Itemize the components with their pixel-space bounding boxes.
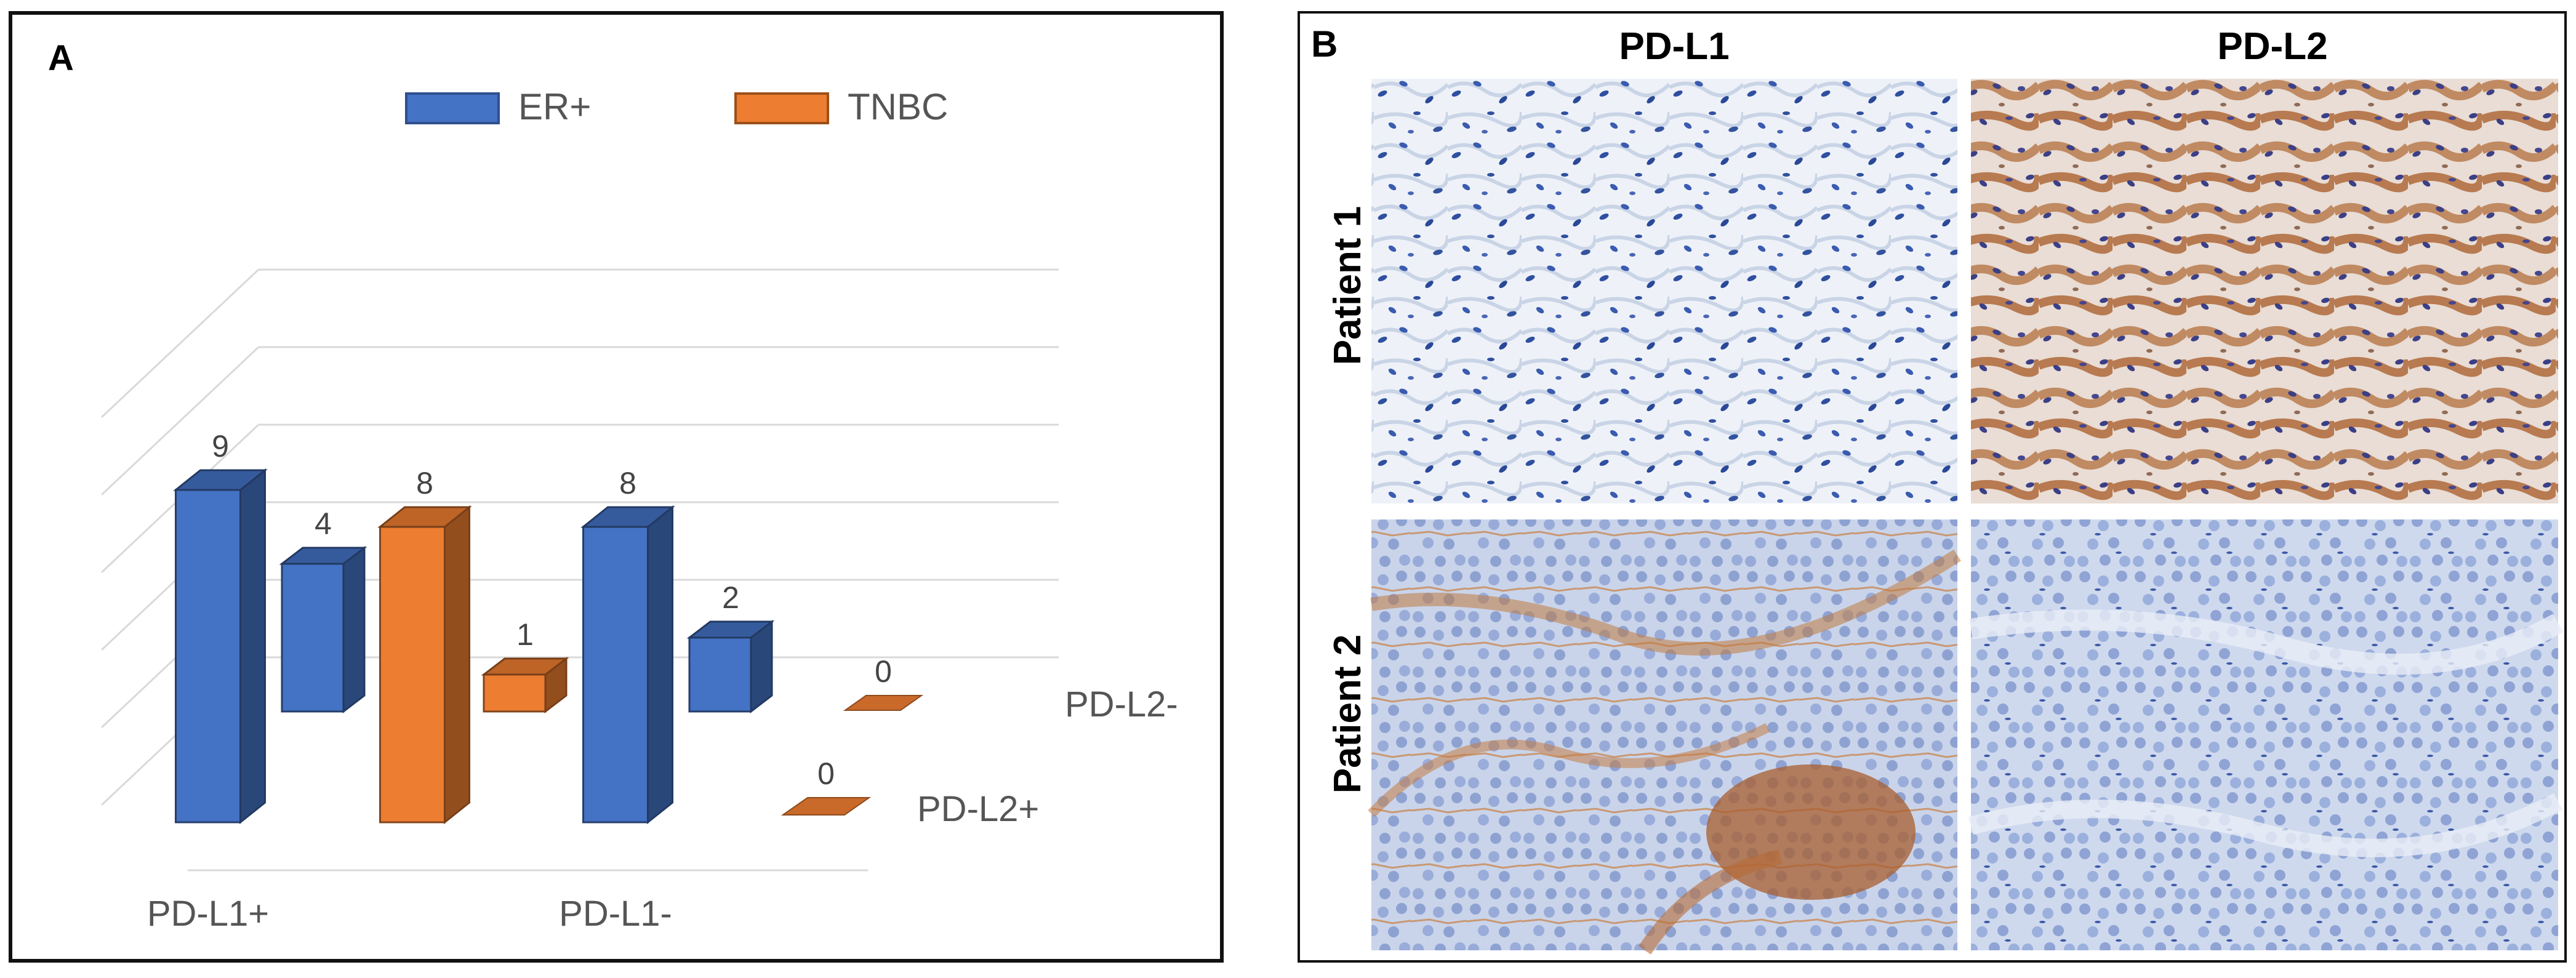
bar-tnbc-pd-l1+-pd-l2+ bbox=[377, 505, 472, 825]
data-label-bar-tnbc-pd-l1--pd-l2-: 0 bbox=[875, 654, 892, 689]
legend-label-tnbc: TNBC bbox=[848, 86, 948, 127]
bar-tnbc-pd-l1+-pd-l2- bbox=[481, 656, 569, 714]
data-label-bar-tnbc-pd-l1+-pd-l2+: 8 bbox=[416, 466, 433, 500]
bar-er-pd-l1+-pd-l2- bbox=[279, 545, 367, 714]
micrograph-grid: B PD-L1 PD-L2 Patient 1 Patient 2 bbox=[1311, 23, 2564, 955]
depth-label-pdl2-pos: PD-L2+ bbox=[917, 789, 1039, 829]
row-label-patient-1: Patient 1 bbox=[1326, 206, 1369, 365]
micrograph-patient2-pdl2 bbox=[1968, 519, 2564, 950]
x-label-pdl1-neg: PD-L1- bbox=[559, 894, 672, 934]
bar-er-pd-l1--pd-l2- bbox=[686, 619, 775, 714]
data-labels: 4 1 2 0 9 8 8 0 bbox=[212, 429, 892, 791]
bar-tnbc-pd-l1--pd-l2- bbox=[843, 695, 924, 711]
depth-label-pdl2-neg: PD-L2- bbox=[1065, 684, 1178, 724]
data-label-bar-er-pd-l1+-pd-l2+: 9 bbox=[212, 429, 229, 463]
panel-b: B PD-L1 PD-L2 Patient 1 Patient 2 bbox=[1298, 11, 2567, 963]
micrograph-patient2-pdl1 bbox=[1368, 519, 1961, 955]
bar-tnbc-pd-l1--pd-l2+ bbox=[780, 797, 872, 816]
chart-a: A ER+ TNBC 4 1 2 0 9 8 8 0 PD-L1+ PD-L1- PD-L2+… bbox=[48, 38, 1178, 934]
bar-er-pd-l1--pd-l2+ bbox=[580, 505, 675, 825]
legend-swatch-tnbc bbox=[734, 92, 829, 124]
panel-b-label: B bbox=[1311, 23, 1338, 65]
panel-a: A ER+ TNBC 4 1 2 0 9 8 8 0 PD-L1+ PD-L1- PD-L2+… bbox=[9, 11, 1224, 963]
gridline-side bbox=[100, 346, 260, 496]
bar-er-pd-l1+-pd-l2+ bbox=[173, 468, 268, 825]
data-label-bar-tnbc-pd-l1+-pd-l2-: 1 bbox=[516, 617, 534, 652]
bars bbox=[173, 468, 924, 825]
data-label-bar-er-pd-l1+-pd-l2-: 4 bbox=[315, 507, 332, 541]
data-label-bar-tnbc-pd-l1--pd-l2+: 0 bbox=[817, 756, 835, 791]
column-label-pdl1: PD-L1 bbox=[1619, 25, 1729, 68]
legend-swatch-er bbox=[405, 92, 500, 124]
data-label-bar-er-pd-l1--pd-l2-: 2 bbox=[722, 580, 739, 615]
micrograph-patient1-pdl2 bbox=[1971, 79, 2558, 503]
legend-label-er: ER+ bbox=[518, 86, 591, 127]
row-label-patient-2: Patient 2 bbox=[1326, 635, 1369, 793]
micrograph-patient1-pdl1 bbox=[1371, 79, 1957, 503]
x-label-pdl1-pos: PD-L1+ bbox=[147, 894, 269, 934]
gridline-side bbox=[100, 268, 260, 419]
column-label-pdl2: PD-L2 bbox=[2217, 25, 2327, 68]
panel-a-label: A bbox=[48, 38, 74, 78]
data-label-bar-er-pd-l1--pd-l2+: 8 bbox=[619, 466, 636, 500]
legend: ER+ TNBC bbox=[405, 86, 948, 127]
